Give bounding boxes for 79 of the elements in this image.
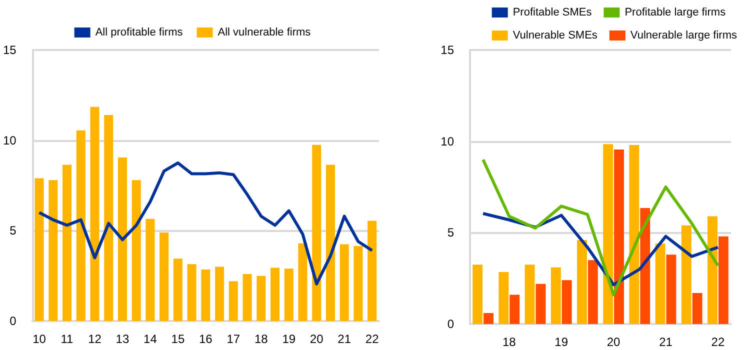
bar [550, 267, 561, 324]
line-series [482, 158, 720, 296]
x-tick-label: 20 [606, 335, 621, 349]
x-tick-label: 17 [226, 332, 240, 346]
bar [498, 272, 509, 324]
x-tick-label: 22 [365, 332, 380, 346]
y-tick-label: 0 [10, 314, 17, 328]
bar [614, 150, 624, 324]
bar [681, 225, 692, 324]
bar [536, 284, 546, 324]
bar [510, 294, 520, 324]
x-tick-label: 21 [338, 332, 352, 346]
bar [284, 268, 294, 321]
legend-label: Vulnerable large firms [630, 30, 738, 42]
x-tick-label: 13 [116, 332, 130, 346]
bar [118, 157, 127, 321]
y-tick-label: 10 [440, 134, 454, 148]
bar [603, 144, 614, 324]
bar [368, 220, 377, 321]
x-tick-label: 15 [171, 332, 185, 346]
x-tick-label: 18 [502, 335, 516, 349]
bar [354, 246, 363, 321]
bar [640, 208, 650, 324]
y-tick-label: 5 [447, 226, 454, 240]
x-tick-label: 21 [659, 335, 673, 349]
bar [228, 281, 238, 321]
legend-label: All profitable firms [95, 26, 184, 38]
bar [524, 264, 535, 324]
bar [48, 180, 58, 321]
x-tick-label: 19 [282, 332, 296, 346]
bar [62, 164, 72, 321]
bar [104, 115, 114, 321]
bar [215, 266, 224, 321]
bar [692, 292, 702, 324]
bar [472, 264, 483, 324]
y-tick-label: 15 [2, 43, 17, 57]
bar [146, 218, 155, 321]
y-tick-label: 15 [440, 43, 454, 57]
bar [34, 178, 44, 321]
y-tick-label: 5 [10, 224, 17, 238]
bar [298, 243, 308, 321]
bar [562, 280, 572, 324]
x-tick-label: 18 [254, 332, 268, 346]
bar [718, 236, 728, 324]
x-tick-label: 22 [711, 335, 725, 349]
y-tick-label: 0 [447, 317, 454, 331]
legend-label: Vulnerable SMEs [512, 30, 598, 42]
bar [588, 260, 598, 324]
bar [326, 164, 335, 321]
x-tick-label: 20 [310, 332, 324, 346]
bar [708, 216, 718, 324]
line-series [38, 161, 374, 286]
bar [629, 144, 640, 324]
x-tick-label: 14 [144, 332, 158, 346]
x-tick-label: 11 [60, 332, 74, 346]
x-tick-label: 12 [88, 332, 102, 346]
bar [666, 254, 676, 324]
legend-label: All vulnerable firms [218, 26, 312, 38]
bar [132, 180, 141, 321]
legend-label: Profitable SMEs [512, 6, 592, 18]
legend-label: Profitable large firms [624, 6, 726, 18]
y-tick-label: 10 [2, 133, 17, 148]
bar [187, 264, 196, 321]
x-tick-label: 19 [554, 335, 568, 349]
bar [270, 268, 280, 321]
bar [484, 313, 494, 324]
bar [655, 244, 666, 324]
bar [160, 232, 169, 321]
bar [201, 270, 210, 321]
bar [577, 240, 587, 324]
bar [242, 274, 252, 321]
bar [76, 130, 86, 321]
bar [340, 244, 349, 321]
bar [312, 144, 322, 321]
bar [256, 276, 266, 321]
x-tick-label: 16 [198, 332, 213, 346]
x-tick-label: 10 [32, 332, 46, 346]
bar [173, 258, 182, 321]
bar [90, 106, 100, 321]
